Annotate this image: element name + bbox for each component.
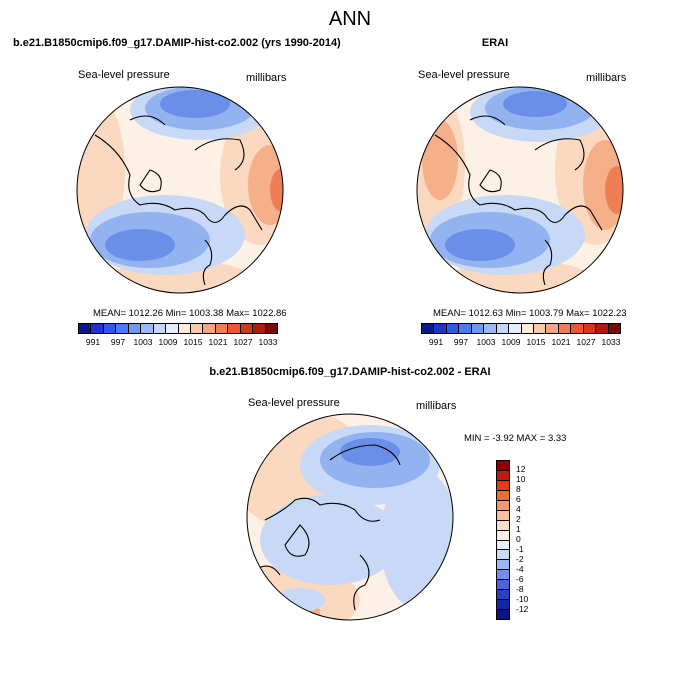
colorbar-swatch [128,324,142,333]
panel-3-stats: MIN = -3.92 MAX = 3.33 [464,433,567,444]
colorbar-swatch [91,324,104,333]
colorbar-swatch [497,600,509,611]
colorbar-swatch [497,461,509,471]
colorbar-tick-label: 1027 [576,337,596,347]
panel-2-title: ERAI [481,37,509,49]
colorbar-swatch [497,490,509,501]
colorbar-swatch [571,324,584,333]
colorbar-swatch [190,324,204,333]
panel-2-units: millibars [586,72,627,84]
colorbar-swatch [141,324,154,333]
colorbar-swatch [497,570,509,581]
colorbar-tick-label: 997 [453,337,469,347]
colorbar-swatch [596,324,609,333]
colorbar-swatch [497,530,509,541]
colorbar-swatch [422,324,435,333]
colorbar-tick-label: 0 [516,534,521,544]
colorbar-swatch [459,324,472,333]
panel-3-units: millibars [416,400,457,412]
colorbar-tick-label: -4 [516,564,524,574]
colorbar-swatch [497,580,509,591]
colorbar-tick-label: -1 [516,544,524,554]
colorbar-swatch [228,324,241,333]
colorbar-swatch [240,324,254,333]
colorbar-swatch [166,324,179,333]
colorbar-swatch [79,324,92,333]
colorbar-tick-label: 1033 [601,337,621,347]
colorbar-swatch [446,324,460,333]
panel-3-colorbar [496,460,510,620]
colorbar-swatch [521,324,534,333]
panel-1-stats: MEAN= 1012.26 Min= 1003.38 Max= 1022.86 [93,308,287,319]
colorbar-tick-label: 1021 [208,337,228,347]
colorbar-swatch [496,324,510,333]
colorbar-swatch [509,324,522,333]
colorbar-swatch [497,560,509,571]
panel-1-units: millibars [246,72,287,84]
colorbar-tick-label: 8 [516,484,521,494]
colorbar-tick-label: 991 [428,337,444,347]
colorbar-tick-label: -2 [516,554,524,564]
colorbar-tick-label: 1003 [133,337,153,347]
colorbar-swatch [253,324,266,333]
colorbar-swatch [497,610,509,619]
colorbar-swatch [215,324,229,333]
colorbar-swatch [583,324,597,333]
colorbar-tick-label: 1003 [476,337,496,347]
panel-3-title: b.e21.B1850cmip6.f09_g17.DAMIP-hist-co2.… [209,366,491,378]
colorbar-tick-label: 2 [516,514,521,524]
colorbar-swatch [203,324,216,333]
colorbar-swatch [484,324,497,333]
colorbar-tick-label: 12 [516,464,526,474]
colorbar-swatch [546,324,559,333]
colorbar-swatch [608,324,620,333]
colorbar-tick-label: -6 [516,574,524,584]
colorbar-tick-label: 1009 [158,337,178,347]
colorbar-swatch [558,324,572,333]
figure-title: ANN [328,8,372,30]
colorbar-tick-label: -12 [516,604,529,614]
colorbar-tick-label: 1015 [183,337,203,347]
colorbar-tick-label: 1033 [258,337,278,347]
colorbar-swatch [497,590,509,601]
colorbar-swatch [434,324,447,333]
colorbar-swatch [497,520,509,531]
colorbar-swatch [471,324,485,333]
colorbar-swatch [103,324,117,333]
colorbar-swatch [497,470,509,481]
colorbar-tick-label: 1027 [233,337,253,347]
colorbar-tick-label: 10 [516,474,526,484]
panel-3-variable: Sea-level pressure [248,397,340,409]
colorbar-tick-label: 991 [85,337,101,347]
panel-1-title: b.e21.B1850cmip6.f09_g17.DAMIP-hist-co2.… [13,37,341,49]
colorbar-tick-label: 1015 [526,337,546,347]
colorbar-tick-label: -10 [516,594,529,604]
panel-1-colorbar [78,323,278,334]
colorbar-swatch [497,480,509,491]
colorbar-tick-label: -8 [516,584,524,594]
colorbar-tick-label: 997 [110,337,126,347]
panel-2-variable: Sea-level pressure [418,69,510,81]
colorbar-swatch [497,500,509,511]
colorbar-swatch [497,550,509,561]
panel-2-stats: MEAN= 1012.63 Min= 1003.79 Max= 1022.23 [433,308,627,319]
panel-2-colorbar [421,323,621,334]
colorbar-swatch [116,324,129,333]
colorbar-swatch [178,324,191,333]
colorbar-swatch [497,540,509,551]
colorbar-tick-label: 1 [516,524,521,534]
colorbar-tick-label: 1021 [551,337,571,347]
colorbar-swatch [533,324,547,333]
colorbar-swatch [265,324,277,333]
colorbar-swatch [497,510,509,521]
colorbar-tick-label: 6 [516,494,521,504]
colorbar-swatch [153,324,167,333]
panel-1-variable: Sea-level pressure [78,69,170,81]
colorbar-tick-label: 4 [516,504,521,514]
colorbar-tick-label: 1009 [501,337,521,347]
